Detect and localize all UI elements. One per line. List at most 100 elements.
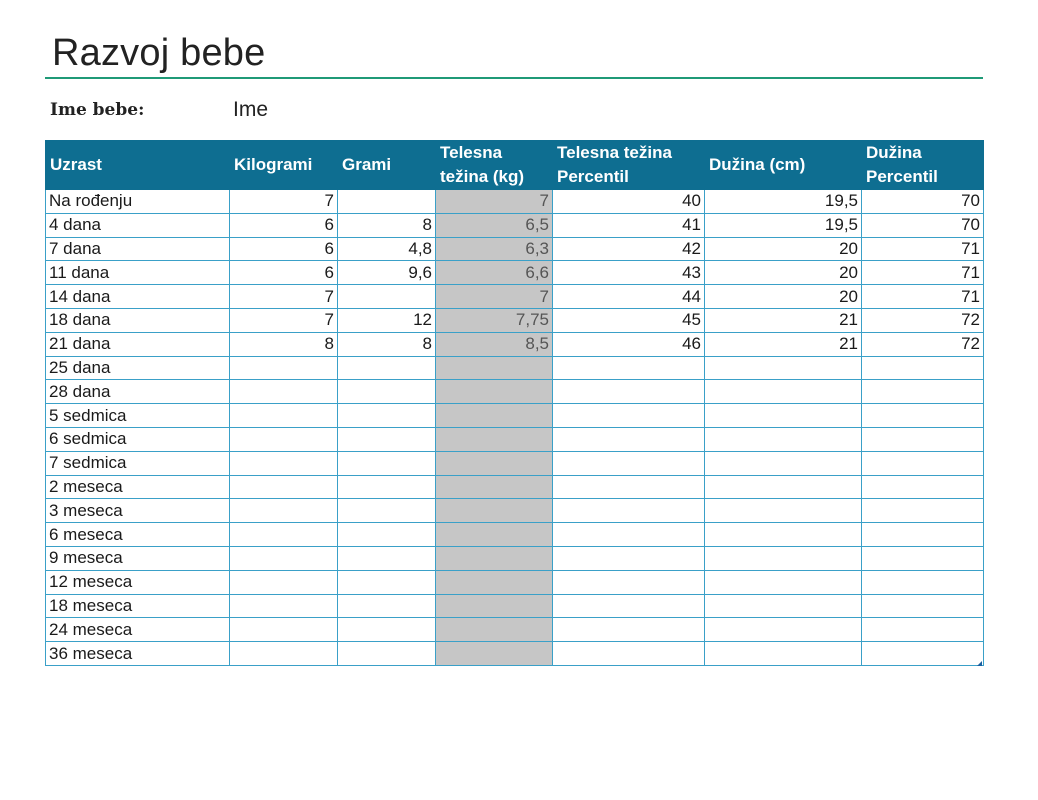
telesna-tezina-cell[interactable]: 6,6 <box>435 260 553 286</box>
duzina-percentil-cell[interactable]: 72 <box>861 331 984 357</box>
telesna-tezina-cell[interactable] <box>435 474 553 500</box>
grami-cell[interactable]: 9,6 <box>337 260 436 286</box>
duzina-percentil-cell[interactable] <box>861 379 984 405</box>
baby-name-field[interactable]: Ime <box>233 98 269 121</box>
duzina-cell[interactable]: 20 <box>704 260 862 286</box>
duzina-cell[interactable] <box>704 641 862 666</box>
telesna-tezina-cell[interactable]: 7 <box>435 284 553 309</box>
telesna-tezina-cell[interactable]: 7 <box>435 189 553 214</box>
grami-cell[interactable] <box>337 426 436 452</box>
telesna-tezina-cell[interactable] <box>435 641 553 666</box>
tezina-percentil-cell[interactable] <box>552 403 705 428</box>
kilogrami-cell[interactable] <box>229 593 338 619</box>
age-cell[interactable]: 25 dana <box>45 355 230 381</box>
duzina-percentil-cell[interactable] <box>861 450 984 476</box>
telesna-tezina-cell[interactable] <box>435 426 553 452</box>
telesna-tezina-cell[interactable]: 6,5 <box>435 212 553 238</box>
tezina-percentil-cell[interactable]: 43 <box>552 260 705 286</box>
duzina-percentil-cell[interactable] <box>861 593 984 619</box>
grami-cell[interactable] <box>337 641 436 666</box>
age-cell[interactable]: 36 meseca <box>45 641 230 666</box>
age-cell[interactable]: 18 dana <box>45 307 230 333</box>
duzina-percentil-cell[interactable]: 72 <box>861 307 984 333</box>
kilogrami-cell[interactable] <box>229 641 338 666</box>
telesna-tezina-cell[interactable] <box>435 617 553 643</box>
duzina-cell[interactable] <box>704 474 862 500</box>
kilogrami-cell[interactable]: 8 <box>229 331 338 357</box>
duzina-cell[interactable]: 19,5 <box>704 212 862 238</box>
duzina-cell[interactable] <box>704 450 862 476</box>
kilogrami-cell[interactable] <box>229 617 338 643</box>
duzina-cell[interactable] <box>704 355 862 381</box>
tezina-percentil-cell[interactable] <box>552 522 705 547</box>
duzina-percentil-cell[interactable]: 71 <box>861 284 984 309</box>
header-cell-duzina-percentil[interactable]: Dužina Percentil <box>861 140 984 190</box>
grami-cell[interactable] <box>337 189 436 214</box>
kilogrami-cell[interactable]: 7 <box>229 307 338 333</box>
duzina-cell[interactable]: 19,5 <box>704 189 862 214</box>
duzina-percentil-cell[interactable] <box>861 617 984 643</box>
kilogrami-cell[interactable] <box>229 450 338 476</box>
kilogrami-cell[interactable] <box>229 522 338 547</box>
tezina-percentil-cell[interactable] <box>552 545 705 571</box>
grami-cell[interactable] <box>337 355 436 381</box>
telesna-tezina-cell[interactable] <box>435 403 553 428</box>
age-cell[interactable]: Na rođenju <box>45 189 230 214</box>
kilogrami-cell[interactable] <box>229 379 338 405</box>
age-cell[interactable]: 18 meseca <box>45 593 230 619</box>
age-cell[interactable]: 5 sedmica <box>45 403 230 428</box>
tezina-percentil-cell[interactable] <box>552 641 705 666</box>
duzina-percentil-cell[interactable]: 71 <box>861 260 984 286</box>
resize-handle[interactable] <box>977 661 982 666</box>
grami-cell[interactable] <box>337 403 436 428</box>
duzina-cell[interactable] <box>704 426 862 452</box>
header-cell-uzrast[interactable]: Uzrast <box>45 140 230 190</box>
grami-cell[interactable] <box>337 450 436 476</box>
duzina-percentil-cell[interactable] <box>861 355 984 381</box>
duzina-percentil-cell[interactable] <box>861 522 984 547</box>
duzina-percentil-cell[interactable] <box>861 403 984 428</box>
duzina-percentil-cell[interactable]: 70 <box>861 189 984 214</box>
header-cell-kilogrami[interactable]: Kilogrami <box>229 140 338 190</box>
tezina-percentil-cell[interactable] <box>552 450 705 476</box>
duzina-cell[interactable]: 20 <box>704 236 862 262</box>
tezina-percentil-cell[interactable] <box>552 498 705 524</box>
grami-cell[interactable] <box>337 379 436 405</box>
duzina-percentil-cell[interactable] <box>861 474 984 500</box>
age-cell[interactable]: 6 sedmica <box>45 426 230 452</box>
grami-cell[interactable] <box>337 474 436 500</box>
age-cell[interactable]: 12 meseca <box>45 569 230 595</box>
kilogrami-cell[interactable]: 6 <box>229 236 338 262</box>
age-cell[interactable]: 28 dana <box>45 379 230 405</box>
telesna-tezina-cell[interactable]: 6,3 <box>435 236 553 262</box>
age-cell[interactable]: 2 meseca <box>45 474 230 500</box>
duzina-percentil-cell[interactable] <box>861 545 984 571</box>
tezina-percentil-cell[interactable]: 41 <box>552 212 705 238</box>
duzina-cell[interactable] <box>704 569 862 595</box>
header-cell-tezina-percentil[interactable]: Telesna težina Percentil <box>552 140 705 190</box>
kilogrami-cell[interactable] <box>229 569 338 595</box>
kilogrami-cell[interactable] <box>229 474 338 500</box>
age-cell[interactable]: 9 meseca <box>45 545 230 571</box>
kilogrami-cell[interactable] <box>229 426 338 452</box>
tezina-percentil-cell[interactable] <box>552 569 705 595</box>
tezina-percentil-cell[interactable] <box>552 593 705 619</box>
age-cell[interactable]: 14 dana <box>45 284 230 309</box>
kilogrami-cell[interactable]: 7 <box>229 189 338 214</box>
duzina-cell[interactable]: 21 <box>704 307 862 333</box>
telesna-tezina-cell[interactable] <box>435 593 553 619</box>
grami-cell[interactable] <box>337 522 436 547</box>
telesna-tezina-cell[interactable] <box>435 498 553 524</box>
duzina-cell[interactable] <box>704 545 862 571</box>
tezina-percentil-cell[interactable]: 42 <box>552 236 705 262</box>
grami-cell[interactable] <box>337 593 436 619</box>
grami-cell[interactable]: 8 <box>337 212 436 238</box>
kilogrami-cell[interactable] <box>229 403 338 428</box>
age-cell[interactable]: 11 dana <box>45 260 230 286</box>
telesna-tezina-cell[interactable] <box>435 379 553 405</box>
grami-cell[interactable] <box>337 498 436 524</box>
telesna-tezina-cell[interactable]: 7,75 <box>435 307 553 333</box>
duzina-percentil-cell[interactable]: 71 <box>861 236 984 262</box>
grami-cell[interactable]: 12 <box>337 307 436 333</box>
telesna-tezina-cell[interactable] <box>435 569 553 595</box>
